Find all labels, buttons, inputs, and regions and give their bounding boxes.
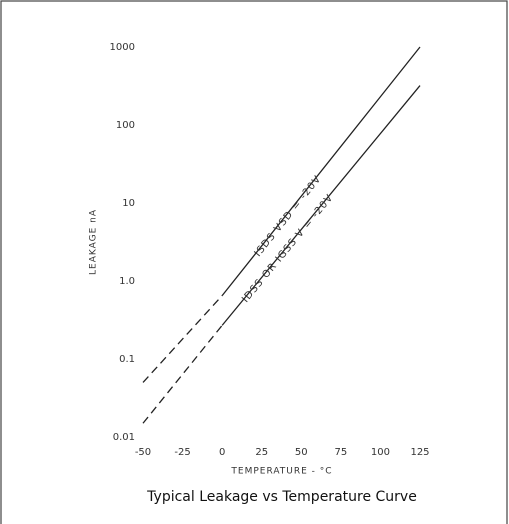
- y-tick-label: 10: [122, 198, 135, 209]
- line-segment: [142, 295, 223, 383]
- x-tick-label: 50: [295, 447, 308, 458]
- y-tick-label: 1000: [110, 42, 135, 53]
- x-tick-label: 25: [255, 447, 268, 458]
- y-axis-label: LEAKAGE nA: [89, 209, 99, 275]
- x-tick-label: -50: [135, 447, 151, 458]
- x-tick-label: 125: [410, 447, 429, 458]
- x-tick-label: 0: [219, 447, 225, 458]
- line-segment: [221, 46, 421, 296]
- chart-title: Typical Leakage vs Temperature Curve: [146, 489, 417, 505]
- line-segment: [142, 324, 223, 424]
- y-tick-label: 0.01: [113, 432, 135, 443]
- y-tick-label: 0.1: [119, 354, 135, 365]
- x-axis-label: TEMPERATURE - °C: [230, 467, 332, 477]
- x-tick-label: 75: [334, 447, 347, 458]
- x-tick-label: -25: [174, 447, 190, 458]
- line-segment: [221, 85, 421, 326]
- y-tick-label: 1.0: [119, 276, 135, 287]
- y-tick-label: 100: [116, 120, 135, 131]
- x-tick-label: 100: [371, 447, 390, 458]
